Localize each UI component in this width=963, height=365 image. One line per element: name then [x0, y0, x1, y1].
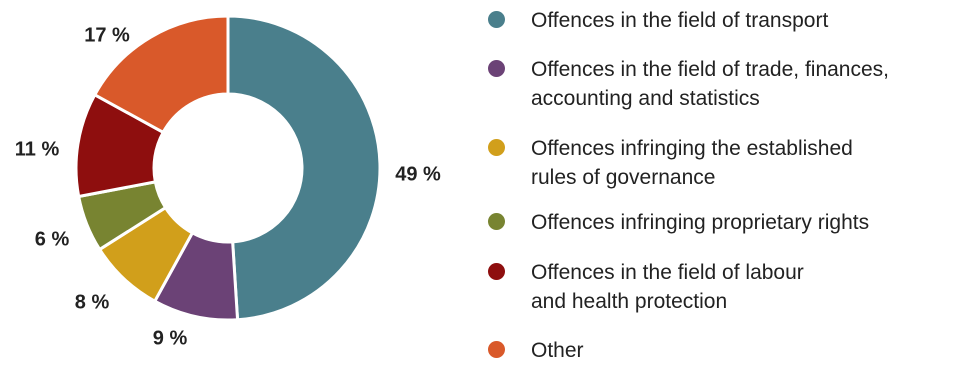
legend-item-2: Offences infringing the established rule…	[488, 134, 853, 192]
legend-item-4: Offences in the field of labour and heal…	[488, 258, 804, 316]
legend-item-0: Offences in the field of transport	[488, 6, 828, 35]
legend-item-1: Offences in the field of trade, finances…	[488, 55, 889, 113]
percent-label-5: 17 %	[84, 24, 130, 46]
percent-label-0: 49 %	[395, 163, 441, 185]
percent-labels-group: 49 % 9 % 8 % 6 % 11 % 17 %	[15, 24, 441, 349]
legend-label: Offences in the field of labour and heal…	[531, 261, 804, 313]
percent-label-2: 8 %	[75, 291, 110, 313]
legend-dot-icon	[488, 213, 505, 230]
legend-item-5: Other	[488, 336, 584, 365]
percent-label-4: 11 %	[15, 138, 60, 160]
legend-label: Other	[531, 339, 584, 362]
legend-dot-icon	[488, 139, 505, 156]
donut-chart: 49 % 9 % 8 % 6 % 11 % 17 %	[15, 14, 441, 349]
slices-group	[74, 14, 382, 322]
legend-dot-icon	[488, 60, 505, 77]
slice-0	[226, 14, 382, 322]
percent-label-1: 9 %	[153, 327, 188, 349]
legend-item-3: Offences infringing proprietary rights	[488, 208, 869, 237]
legend-label: Offences infringing proprietary rights	[531, 211, 870, 234]
legend-dot-icon	[488, 11, 505, 28]
legend-label: Offences infringing the established rule…	[531, 137, 853, 189]
legend-dot-icon	[488, 263, 505, 280]
slice-5	[92, 14, 230, 135]
legend-dot-icon	[488, 341, 505, 358]
legend-label: Offences in the field of transport	[531, 9, 829, 32]
legend-label: Offences in the field of trade, finances…	[531, 58, 889, 110]
percent-label-3: 6 %	[35, 228, 70, 250]
